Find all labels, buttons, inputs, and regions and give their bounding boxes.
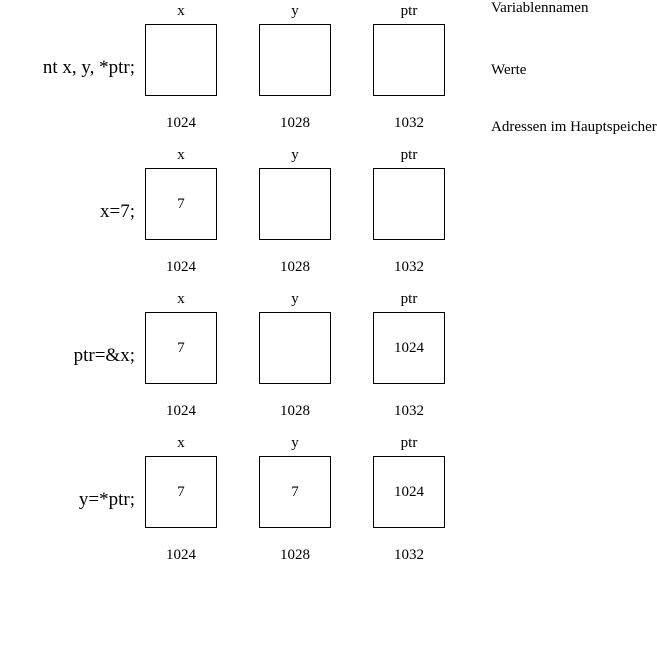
code-statement: y=*ptr; bbox=[0, 489, 145, 511]
address-line: 1024 1028 1032 bbox=[145, 542, 485, 568]
addr-y: 1028 bbox=[259, 259, 331, 276]
var-name-ptr: ptr bbox=[373, 291, 445, 308]
value-box-ptr bbox=[373, 168, 445, 240]
addr-x: 1024 bbox=[145, 115, 217, 132]
var-name-x: x bbox=[145, 291, 217, 308]
addr-y: 1028 bbox=[259, 547, 331, 564]
value-box-y: 7 bbox=[259, 456, 331, 528]
value-box-ptr: 1024 bbox=[373, 312, 445, 384]
address-line: 1024 1028 1032 bbox=[145, 398, 485, 424]
var-name-y: y bbox=[259, 291, 331, 308]
memory-row-assign-x: x=7; x y ptr 7 1024 1028 1032 bbox=[0, 144, 657, 280]
addr-x: 1024 bbox=[145, 547, 217, 564]
addr-y: 1028 bbox=[259, 403, 331, 420]
var-name-y: y bbox=[259, 147, 331, 164]
var-name-y: y bbox=[259, 3, 331, 20]
boxes-group: x y ptr 7 1024 1024 1028 1032 bbox=[145, 288, 485, 424]
memory-row-assign-ptr: ptr=&x; x y ptr 7 1024 1024 1028 1032 bbox=[0, 288, 657, 424]
var-name-x: x bbox=[145, 435, 217, 452]
value-boxes: 7 bbox=[145, 168, 485, 240]
memory-row-deref-ptr: y=*ptr; x y ptr 7 7 1024 1024 1028 1032 bbox=[0, 432, 657, 568]
var-name-ptr: ptr bbox=[373, 3, 445, 20]
var-names-line: x y ptr bbox=[145, 144, 485, 164]
address-line: 1024 1028 1032 bbox=[145, 110, 485, 136]
value-box-x: 7 bbox=[145, 312, 217, 384]
var-name-x: x bbox=[145, 3, 217, 20]
var-names-line: x y ptr bbox=[145, 0, 485, 20]
addr-x: 1024 bbox=[145, 403, 217, 420]
code-statement: x=7; bbox=[0, 201, 145, 223]
value-box-ptr bbox=[373, 24, 445, 96]
var-name-x: x bbox=[145, 147, 217, 164]
value-box-y bbox=[259, 168, 331, 240]
addr-ptr: 1032 bbox=[373, 115, 445, 132]
addr-ptr: 1032 bbox=[373, 259, 445, 276]
code-statement: nt x, y, *ptr; bbox=[0, 57, 145, 79]
var-names-line: x y ptr bbox=[145, 432, 485, 452]
value-box-x: 7 bbox=[145, 168, 217, 240]
label-values: Werte bbox=[491, 58, 657, 79]
value-boxes bbox=[145, 24, 485, 96]
value-boxes: 7 7 1024 bbox=[145, 456, 485, 528]
var-name-y: y bbox=[259, 435, 331, 452]
var-names-line: x y ptr bbox=[145, 288, 485, 308]
label-varnames: Variablennamen bbox=[491, 0, 657, 17]
var-name-ptr: ptr bbox=[373, 435, 445, 452]
code-statement: ptr=&x; bbox=[0, 345, 145, 367]
value-boxes: 7 1024 bbox=[145, 312, 485, 384]
addr-ptr: 1032 bbox=[373, 403, 445, 420]
memory-row-declaration: nt x, y, *ptr; x y ptr 1024 1028 1032 Va… bbox=[0, 0, 657, 136]
boxes-group: x y ptr 7 1024 1028 1032 bbox=[145, 144, 485, 280]
boxes-group: x y ptr 1024 1028 1032 bbox=[145, 0, 485, 136]
value-box-x: 7 bbox=[145, 456, 217, 528]
addr-x: 1024 bbox=[145, 259, 217, 276]
addr-y: 1028 bbox=[259, 115, 331, 132]
value-box-x bbox=[145, 24, 217, 96]
address-line: 1024 1028 1032 bbox=[145, 254, 485, 280]
var-name-ptr: ptr bbox=[373, 147, 445, 164]
row-annotations: Variablennamen Werte Adressen im Hauptsp… bbox=[485, 0, 657, 136]
label-addresses: Adressen im Hauptspeicher bbox=[491, 119, 657, 136]
value-box-ptr: 1024 bbox=[373, 456, 445, 528]
value-box-y bbox=[259, 312, 331, 384]
boxes-group: x y ptr 7 7 1024 1024 1028 1032 bbox=[145, 432, 485, 568]
value-box-y bbox=[259, 24, 331, 96]
addr-ptr: 1032 bbox=[373, 547, 445, 564]
